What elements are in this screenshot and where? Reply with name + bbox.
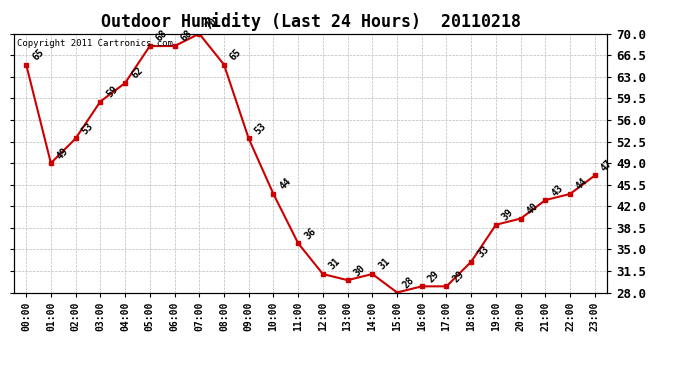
Text: 44: 44 <box>277 176 293 192</box>
Text: 68: 68 <box>154 28 169 44</box>
Text: Copyright 2011 Cartronics.com: Copyright 2011 Cartronics.com <box>17 39 172 48</box>
Text: 39: 39 <box>500 207 515 223</box>
Text: 28: 28 <box>401 275 417 290</box>
Text: 43: 43 <box>549 183 565 198</box>
Text: 65: 65 <box>30 47 46 62</box>
Title: Outdoor Humidity (Last 24 Hours)  20110218: Outdoor Humidity (Last 24 Hours) 2011021… <box>101 12 520 31</box>
Text: 29: 29 <box>426 269 442 284</box>
Text: 59: 59 <box>104 84 120 99</box>
Text: 29: 29 <box>451 269 466 284</box>
Text: 44: 44 <box>574 176 590 192</box>
Text: 40: 40 <box>525 201 540 216</box>
Text: 36: 36 <box>302 226 317 241</box>
Text: 30: 30 <box>352 262 367 278</box>
Text: 70: 70 <box>204 16 219 32</box>
Text: 49: 49 <box>55 146 70 161</box>
Text: 47: 47 <box>599 158 614 173</box>
Text: 68: 68 <box>179 28 194 44</box>
Text: 53: 53 <box>253 121 268 136</box>
Text: 31: 31 <box>377 256 392 272</box>
Text: 31: 31 <box>327 256 342 272</box>
Text: 53: 53 <box>80 121 95 136</box>
Text: 62: 62 <box>129 66 145 81</box>
Text: 33: 33 <box>475 244 491 260</box>
Text: 65: 65 <box>228 47 244 62</box>
